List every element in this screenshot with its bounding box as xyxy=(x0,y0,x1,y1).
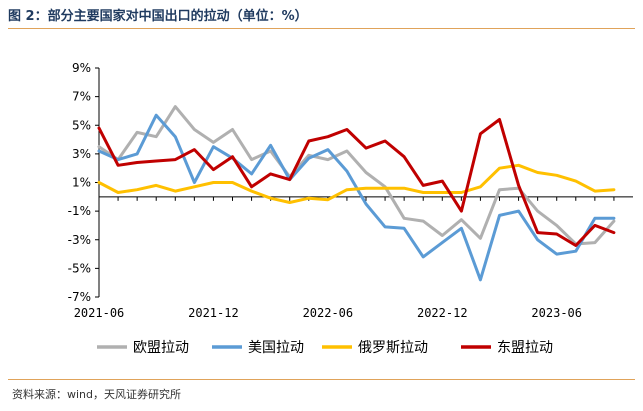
y-tick-label: -1% xyxy=(68,204,91,218)
y-axis: 9% 7% 5% 3% 1% -1% -3% -5% -7% xyxy=(68,61,100,304)
series-line-3 xyxy=(97,163,616,204)
legend-label: 欧盟拉动 xyxy=(133,340,189,356)
legend-label: 俄罗斯拉动 xyxy=(358,340,428,356)
y-tick-label: 5% xyxy=(72,118,91,132)
y-tick-label: 7% xyxy=(72,90,91,104)
y-tick-label: -5% xyxy=(68,261,91,275)
x-tick-label: 2021-06 xyxy=(74,306,125,320)
title-divider xyxy=(8,28,635,29)
x-tick-label: 2022-06 xyxy=(303,306,354,320)
y-tick-label: 1% xyxy=(72,176,91,190)
x-axis: 2021-06 2021-12 2022-06 2022-12 2023-06 xyxy=(74,196,633,320)
x-tick-label: 2021-12 xyxy=(188,306,239,320)
y-tick-label: 9% xyxy=(72,61,91,75)
legend-label: 美国拉动 xyxy=(248,340,304,356)
y-tick-label: -3% xyxy=(68,233,91,247)
series-line-1 xyxy=(97,105,616,246)
series-lines xyxy=(97,105,616,282)
line-chart: 9%7%5%3%1%-1%-3%-5%-7% 2021-06 2021-12 202… xyxy=(68,61,633,356)
series-line-4 xyxy=(97,118,616,247)
legend-label: 东盟拉动 xyxy=(497,340,553,356)
source-note: 资料来源：wind，天风证券研究所 xyxy=(12,388,182,401)
source-divider xyxy=(8,379,635,380)
x-tick-label: 2023-06 xyxy=(531,306,582,320)
x-tick-label: 2022-12 xyxy=(417,306,468,320)
figure-title: 图 2：部分主要国家对中国出口的拉动（单位：%） xyxy=(8,9,308,24)
y-tick-label: -7% xyxy=(68,290,91,304)
y-tick-label: 3% xyxy=(72,147,91,161)
legend: 欧盟拉动 美国拉动 俄罗斯拉动 东盟拉动 xyxy=(97,340,553,356)
